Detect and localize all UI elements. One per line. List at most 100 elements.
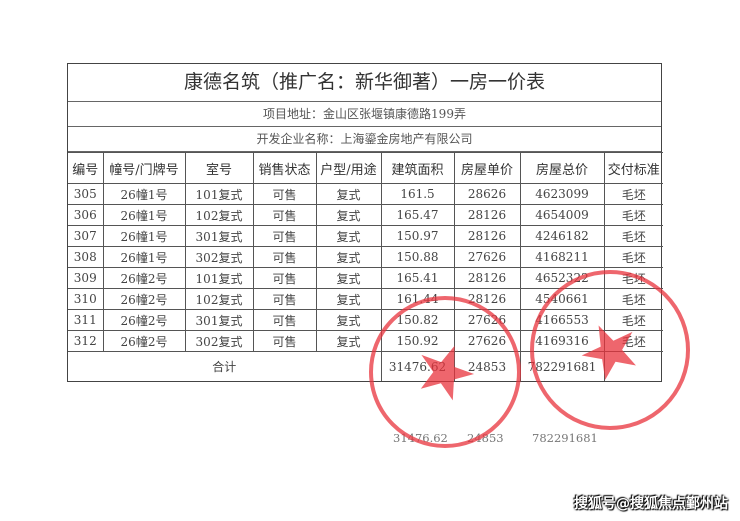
table-cell: 毛坯: [603, 267, 663, 289]
table-cell: 28126: [453, 288, 521, 310]
price-list-sheet: 康德名筑（推广名：新华御著）一房一价表 项目地址：金山区张堰镇康德路199弄 开…: [67, 63, 663, 382]
table-cell: 302复式: [184, 330, 254, 352]
table-cell: 4623099: [519, 183, 605, 205]
total-price: 782291681: [519, 351, 605, 381]
column-header: 销售状态: [252, 152, 317, 184]
reprint-area: 31476.62: [393, 431, 448, 445]
table-cell: 150.92: [380, 330, 455, 352]
table-cell: 301复式: [184, 225, 254, 247]
table-cell: 4540661: [519, 288, 605, 310]
table-cell: 复式: [315, 267, 382, 289]
table-cell: 161.5: [380, 183, 455, 205]
table-cell: 复式: [315, 225, 382, 247]
total-area: 31476.62: [380, 351, 455, 381]
table-cell: 28126: [453, 267, 521, 289]
table-cell: 可售: [252, 309, 317, 331]
table-cell: 310: [68, 288, 104, 310]
table-cell: 可售: [252, 267, 317, 289]
table-cell: 复式: [315, 288, 382, 310]
table-cell: 302复式: [184, 246, 254, 268]
table-cell: 27626: [453, 330, 521, 352]
table-cell: 可售: [252, 246, 317, 268]
project-address: 项目地址：金山区张堰镇康德路199弄: [68, 102, 661, 127]
column-header: 房屋总价: [519, 152, 605, 184]
table-row: 309 26幢2号 101复式 可售 复式 165.41 28126 4652322 毛坯: [68, 267, 663, 289]
price-table: 编号 幢号/门牌号 室号 销售状态 户型/用途 建筑面积 房屋单价 房屋总价 交付标准 305 2…: [68, 152, 663, 381]
table-cell: 312: [68, 330, 104, 352]
table-row: 310 26幢2号 102复式 可售 复式 161.44 28126 4540661 毛坯: [68, 288, 663, 310]
table-cell: 毛坯: [603, 309, 663, 331]
table-cell: 毛坯: [603, 204, 663, 226]
table-row: 308 26幢1号 302复式 可售 复式 150.88 27626 4168211 毛坯: [68, 246, 663, 268]
column-header: 户型/用途: [315, 152, 382, 184]
table-cell: 4166553: [519, 309, 605, 331]
column-header: 交付标准: [603, 152, 663, 184]
total-label: 合计: [68, 351, 382, 381]
column-header: 房屋单价: [453, 152, 521, 184]
table-cell: 4169316: [519, 330, 605, 352]
table-cell: 复式: [315, 309, 382, 331]
column-header: 幢号/门牌号: [102, 152, 186, 184]
table-cell: 165.47: [380, 204, 455, 226]
total-row: 合计 31476.62 24853 782291681: [68, 351, 663, 381]
table-cell: 26幢1号: [102, 183, 186, 205]
table-cell: 306: [68, 204, 104, 226]
table-cell: 4652322: [519, 267, 605, 289]
developer-name: 开发企业名称：上海鎏金房地产有限公司: [68, 127, 661, 152]
table-cell: 150.97: [380, 225, 455, 247]
table-cell: 28626: [453, 183, 521, 205]
table-cell: 毛坯: [603, 330, 663, 352]
table-cell: 305: [68, 183, 104, 205]
table-header-row: 编号 幢号/门牌号 室号 销售状态 户型/用途 建筑面积 房屋单价 房屋总价 交付标准: [68, 152, 663, 184]
reprint-unit-price: 24853: [467, 431, 504, 445]
table-row: 307 26幢1号 301复式 可售 复式 150.97 28126 4246182 毛坯: [68, 225, 663, 247]
column-header: 建筑面积: [380, 152, 455, 184]
table-cell: 复式: [315, 246, 382, 268]
table-cell: 161.44: [380, 288, 455, 310]
table-cell: 27626: [453, 309, 521, 331]
table-cell: 4654009: [519, 204, 605, 226]
table-cell: 毛坯: [603, 225, 663, 247]
total-blank: [603, 351, 663, 381]
table-cell: 可售: [252, 330, 317, 352]
table-cell: 28126: [453, 225, 521, 247]
table-cell: 102复式: [184, 288, 254, 310]
table-cell: 150.88: [380, 246, 455, 268]
column-header: 编号: [68, 152, 104, 184]
table-row: 306 26幢1号 102复式 可售 复式 165.47 28126 4654009 毛坯: [68, 204, 663, 226]
table-cell: 毛坯: [603, 246, 663, 268]
table-cell: 4168211: [519, 246, 605, 268]
table-cell: 309: [68, 267, 104, 289]
table-cell: 102复式: [184, 204, 254, 226]
table-cell: 26幢2号: [102, 309, 186, 331]
table-cell: 26幢1号: [102, 246, 186, 268]
total-unit-price: 24853: [453, 351, 521, 381]
reprint-total-price: 782291681: [532, 431, 598, 445]
table-cell: 可售: [252, 288, 317, 310]
table-cell: 307: [68, 225, 104, 247]
table-cell: 101复式: [184, 267, 254, 289]
table-cell: 150.82: [380, 309, 455, 331]
table-cell: 26幢2号: [102, 267, 186, 289]
watermark: 搜狐号@搜狐焦点鄞州站: [574, 496, 728, 512]
table-cell: 301复式: [184, 309, 254, 331]
table-cell: 4246182: [519, 225, 605, 247]
table-cell: 26幢2号: [102, 330, 186, 352]
table-row: 311 26幢2号 301复式 可售 复式 150.82 27626 4166553 毛坯: [68, 309, 663, 331]
table-cell: 26幢1号: [102, 204, 186, 226]
table-cell: 复式: [315, 204, 382, 226]
table-cell: 311: [68, 309, 104, 331]
table-row: 312 26幢2号 302复式 可售 复式 150.92 27626 4169316 毛坯: [68, 330, 663, 352]
column-header: 室号: [184, 152, 254, 184]
table-cell: 可售: [252, 183, 317, 205]
table-cell: 毛坯: [603, 183, 663, 205]
table-cell: 26幢1号: [102, 225, 186, 247]
table-cell: 27626: [453, 246, 521, 268]
table-cell: 复式: [315, 183, 382, 205]
table-cell: 308: [68, 246, 104, 268]
table-cell: 复式: [315, 330, 382, 352]
table-cell: 可售: [252, 204, 317, 226]
document-title: 康德名筑（推广名：新华御著）一房一价表: [68, 64, 661, 102]
table-cell: 26幢2号: [102, 288, 186, 310]
table-cell: 毛坯: [603, 288, 663, 310]
